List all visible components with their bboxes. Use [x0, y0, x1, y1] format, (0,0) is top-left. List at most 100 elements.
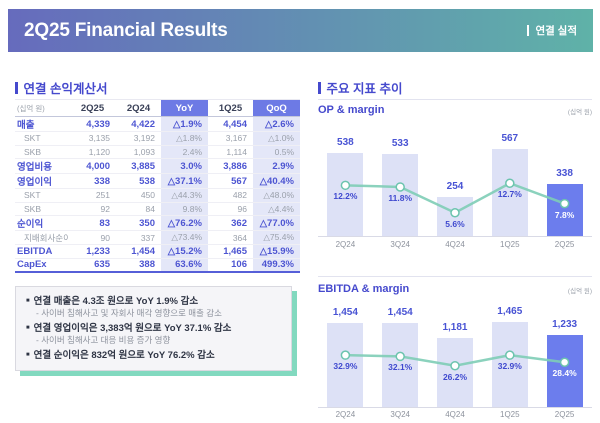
line-marker: [395, 351, 405, 362]
x-axis-tick-label: 2Q24: [335, 240, 356, 249]
cell: 3.0%: [161, 158, 208, 174]
cell: 1,093: [133, 146, 155, 157]
row-label: SKB: [24, 146, 42, 157]
col-yoy: YoY: [161, 99, 208, 117]
margin-percent-label: 32.9%: [497, 361, 522, 372]
bar: [546, 335, 583, 407]
header-tick-bar: [527, 25, 530, 36]
margin-percent-label: 28.4%: [552, 368, 577, 379]
cell: 1,454: [131, 245, 155, 257]
table-row: 순이익 83 350 △76.2% 362 △77.0%: [15, 215, 300, 231]
margin-percent-label: 26.2%: [442, 371, 468, 382]
cell: 83: [99, 217, 110, 229]
margin-percent-label: 11.8%: [388, 192, 413, 203]
line-marker: [450, 207, 460, 218]
margin-line-series: [340, 178, 570, 218]
note-main-text: ■ 연결 순이익은 832억 원으로 YoY 76.2% 감소: [26, 350, 281, 362]
trends-title: 주요 지표 추이: [318, 78, 402, 97]
cell: △48.0%: [253, 188, 300, 203]
header-band: 2Q25 Financial Results 연결 실적: [8, 9, 593, 52]
row-label: 지배회사순이익: [24, 232, 69, 243]
row-label: SKT: [24, 190, 41, 201]
note-item: ■ 연결 영업이익은 3,383억 원으로 YoY 37.1% 감소 - 사이버 침…: [26, 323, 281, 346]
bullet-square-icon: ■: [26, 351, 30, 358]
cell: 362: [231, 217, 247, 229]
bar-value-label: 567: [501, 132, 519, 144]
cell: 3,192: [133, 133, 155, 144]
line-marker: [559, 198, 570, 209]
x-axis-tick-label: 4Q24: [445, 240, 465, 249]
cell: △77.0%: [253, 215, 300, 231]
income-statement-title: 연결 손익계산서: [15, 78, 107, 97]
cell: 4,454: [223, 118, 247, 130]
x-axis-tick-label: 4Q24: [445, 410, 465, 419]
table-row: 지배회사순이익 90 337 △73.4% 364 △75.4%: [15, 230, 300, 245]
cell: 635: [94, 259, 110, 271]
line-marker: [559, 357, 570, 367]
trends-title-text: 주요 지표 추이: [326, 82, 403, 96]
op-chart-unit: (십억 원): [567, 109, 592, 116]
bar: [382, 153, 419, 236]
ebitda-chart-title: EBITDA & margin: [318, 283, 410, 295]
summary-notes-box: ■ 연결 매출은 4.3조 원으로 YoY 1.9% 감소 - 사이버 침해사고 및…: [15, 286, 292, 371]
table-header-row: (십억 원) 2Q25 2Q24 YoY 1Q25 QoQ: [15, 99, 300, 117]
cell: 4,000: [86, 160, 110, 172]
cell: 4,339: [86, 118, 110, 130]
cell: △44.3%: [161, 188, 208, 203]
x-axis-tick-label: 1Q25: [500, 240, 520, 249]
line-marker: [340, 350, 351, 360]
bar-value-label: 1,465: [497, 305, 523, 317]
cell: △76.2%: [161, 215, 208, 231]
table-row: CapEx 635 388 63.6% 106 499.3%: [15, 258, 300, 273]
page-title: 2Q25 Financial Results: [24, 19, 228, 41]
cell: 338: [94, 175, 110, 187]
cell: △73.4%: [161, 230, 208, 245]
bar: [327, 322, 364, 407]
cell: 3,886: [223, 160, 247, 172]
cell: 364: [232, 232, 247, 243]
row-label: SKT: [24, 133, 41, 144]
cell: 538: [139, 175, 155, 187]
table-row: SKB 92 84 9.8% 96 △4.4%: [15, 202, 300, 216]
col-qoq: QoQ: [253, 99, 300, 117]
table-row: 매출 4,339 4,422 △1.9% 4,454 △2.6%: [15, 116, 300, 132]
ebitda-chart-x-axis: 2Q24 3Q24 4Q24 1Q25 2Q25: [318, 410, 592, 419]
op-chart-x-axis: 2Q24 3Q24 4Q24 1Q25 2Q25: [318, 240, 592, 249]
bar: [437, 338, 473, 407]
bar-value-label: 254: [446, 180, 464, 192]
cell: △1.8%: [161, 131, 208, 146]
cell: 0.5%: [253, 145, 300, 159]
x-axis-tick-label: 3Q24: [390, 410, 410, 419]
note-main-text: ■ 연결 매출은 4.3조 원으로 YoY 1.9% 감소: [26, 296, 281, 308]
table-row: EBITDA 1,233 1,454 △15.2% 1,465 △15.9%: [15, 244, 300, 259]
table-row: 영업비용 4,000 3,885 3.0% 3,886 2.9%: [15, 158, 300, 174]
note-text: 연결 매출은 4.3조 원으로 YoY 1.9% 감소: [33, 295, 199, 307]
cell: 337: [140, 232, 155, 243]
line-marker: [450, 360, 460, 371]
line-marker: [505, 178, 515, 188]
cell: 106: [231, 259, 247, 271]
ebitda-chart-header: EBITDA & margin (십억 원): [318, 283, 592, 295]
bar: [491, 148, 528, 236]
title-tick-bar: [318, 81, 321, 94]
x-axis-tick-label: 1Q25: [500, 410, 520, 419]
note-item: ■ 연결 순이익은 832억 원으로 YoY 76.2% 감소: [26, 350, 281, 362]
row-label: EBITDA: [17, 245, 53, 257]
table-row: SKB 1,120 1,093 2.4% 1,114 0.5%: [15, 145, 300, 159]
note-main-text: ■ 연결 영업이익은 3,383억 원으로 YoY 37.1% 감소: [26, 323, 281, 335]
margin-percent-label: 5.6%: [445, 218, 465, 229]
cell: △37.1%: [161, 173, 208, 189]
cell: △15.9%: [253, 244, 300, 259]
x-axis-tick-label: 2Q25: [554, 410, 575, 419]
cell: 388: [139, 259, 155, 271]
cell: 3,135: [88, 133, 110, 144]
header-right-text: 연결 실적: [535, 25, 577, 37]
row-label: 매출: [17, 120, 35, 131]
table-row: SKT 3,135 3,192 △1.8% 3,167 △1.0%: [15, 131, 300, 146]
cell: 1,465: [223, 245, 247, 257]
unit-label: (십억 원): [17, 103, 45, 113]
cell: 567: [231, 175, 247, 187]
bar-value-label: 338: [556, 167, 573, 179]
bar-value-label: 1,233: [552, 319, 578, 331]
